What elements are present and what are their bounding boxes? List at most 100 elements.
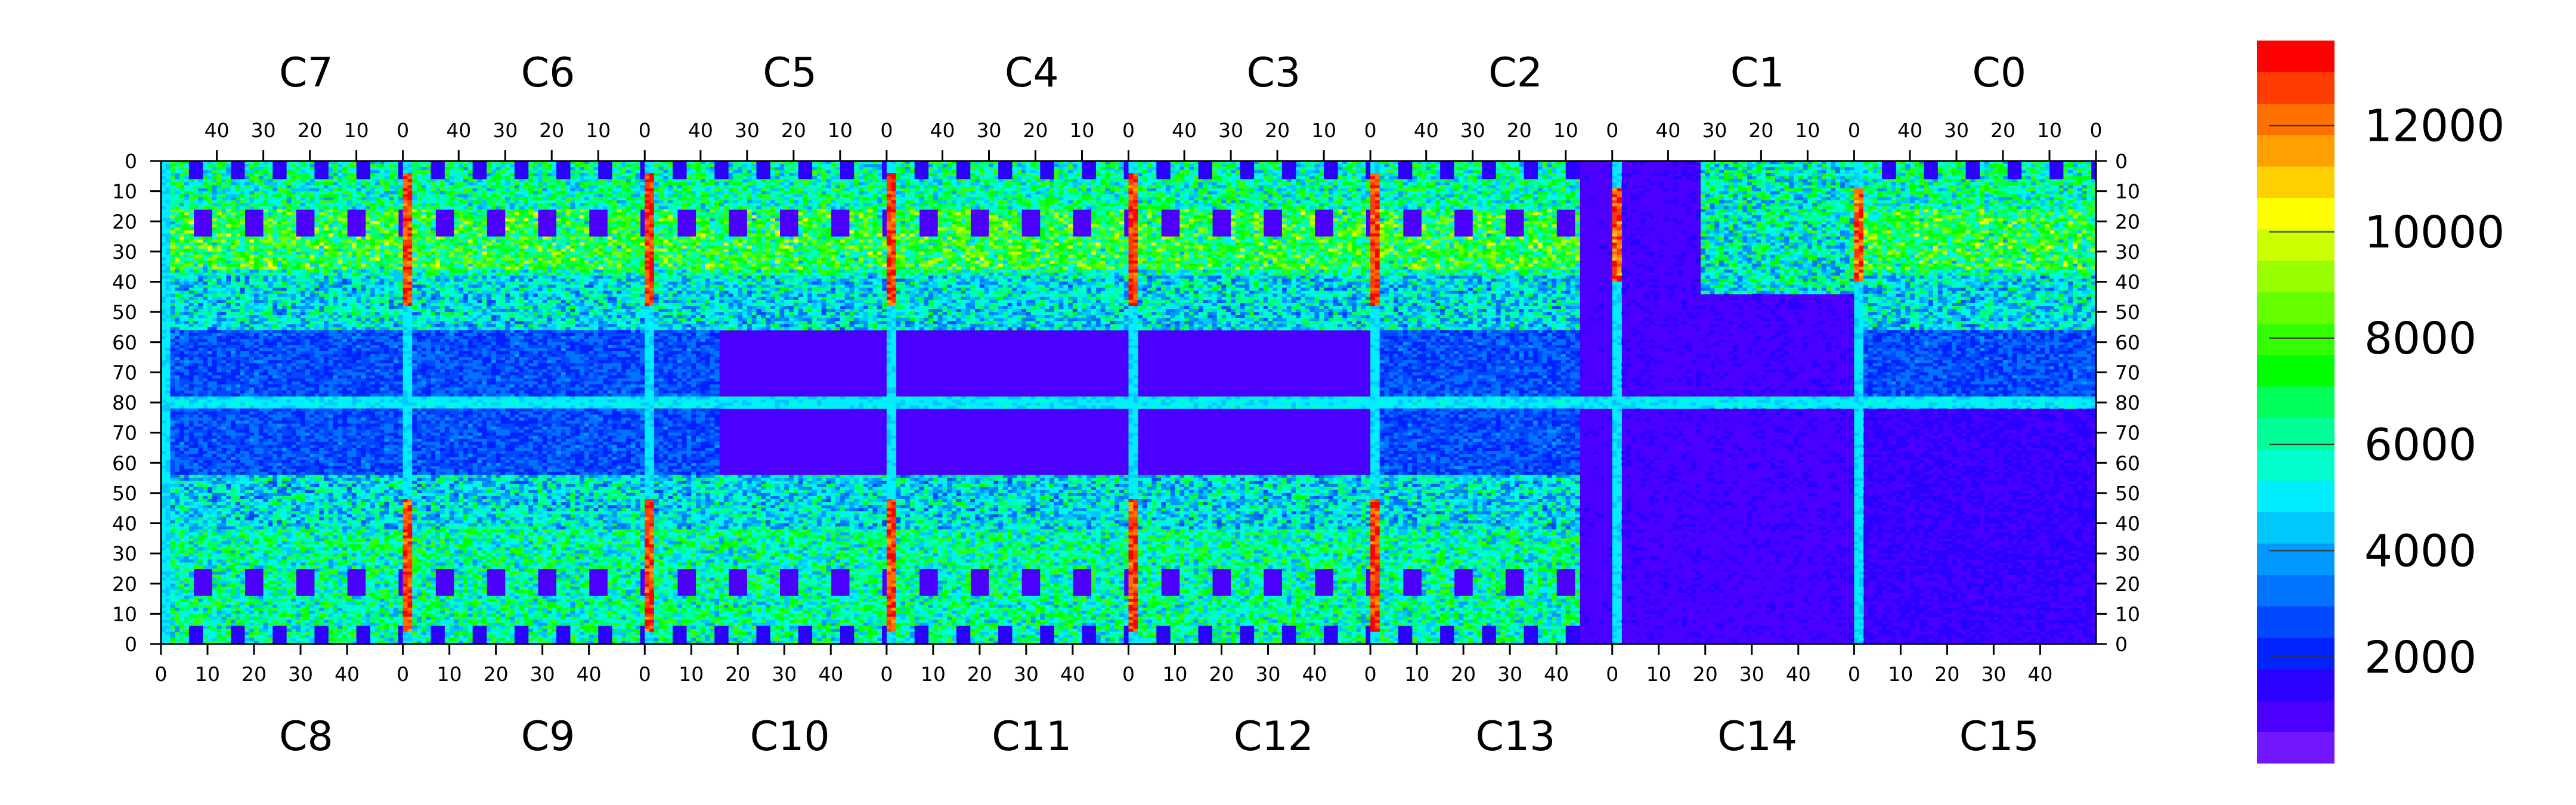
heatmap-cell: [273, 164, 277, 168]
heatmap-cell: [384, 176, 389, 179]
heatmap-cell: [775, 164, 780, 168]
heatmap-cell: [1179, 176, 1184, 179]
heatmap-cell: [580, 167, 584, 171]
heatmap-cell: [608, 167, 612, 171]
heatmap-cell: [933, 170, 938, 174]
heatmap-cell: [872, 179, 877, 182]
heatmap-cell: [877, 176, 882, 179]
heatmap-cell: [342, 167, 347, 171]
heatmap-cell: [324, 170, 329, 174]
heatmap-cell: [784, 173, 789, 177]
heatmap-cell: [431, 173, 435, 177]
heatmap-cell: [208, 173, 212, 177]
heatmap-cell: [1268, 173, 1273, 177]
heatmap-cell: [849, 176, 854, 179]
heatmap-cell: [1417, 176, 1422, 179]
heatmap-cell: [868, 176, 873, 179]
heatmap-cell: [249, 179, 254, 182]
heatmap-cell: [872, 164, 877, 168]
heatmap-cell: [649, 173, 654, 177]
heatmap-cell: [301, 176, 305, 179]
heatmap-cell: [1482, 170, 1487, 174]
heatmap-cell: [1035, 170, 1040, 174]
heatmap-cell: [1738, 170, 1742, 174]
heatmap-cell: [1226, 176, 1231, 179]
heatmap-cell: [1240, 179, 1245, 182]
heatmap-cell: [1845, 176, 1850, 179]
heatmap-cell: [915, 167, 919, 171]
heatmap-cell: [863, 179, 868, 182]
heatmap-cell: [608, 176, 612, 179]
heatmap-cell: [705, 167, 710, 171]
heatmap-cell: [1989, 164, 1994, 168]
heatmap-cell: [872, 176, 877, 179]
heatmap-cell: [770, 173, 775, 177]
heatmap-cell: [779, 176, 784, 179]
heatmap-cell: [1873, 173, 1878, 177]
heatmap-cell: [417, 176, 422, 179]
heatmap-cell: [677, 167, 682, 171]
heatmap-cell: [1812, 167, 1817, 171]
heatmap-cell: [822, 176, 826, 179]
heatmap-cell: [1710, 173, 1715, 177]
heatmap-cell: [1431, 167, 1436, 171]
heatmap-cell: [417, 173, 422, 177]
heatmap-cell: [407, 173, 412, 177]
heatmap-cell: [1877, 167, 1882, 171]
heatmap-cell: [203, 173, 208, 177]
heatmap-cell: [1571, 173, 1575, 177]
heatmap-cell: [1217, 176, 1222, 179]
heatmap-cell: [1403, 164, 1408, 168]
heatmap-cell: [287, 170, 292, 174]
heatmap-cell: [612, 179, 617, 182]
heatmap-cell: [254, 167, 259, 171]
heatmap-cell: [1422, 173, 1426, 177]
heatmap-cell: [2082, 173, 2087, 177]
heatmap-cell: [264, 176, 268, 179]
heatmap-cell: [919, 176, 924, 179]
heatmap-cell: [1947, 164, 1952, 168]
heatmap-cell: [1533, 164, 1538, 168]
heatmap-cell: [1138, 179, 1143, 182]
heatmap-cell: [1040, 176, 1045, 179]
heatmap-cell: [212, 170, 217, 174]
heatmap-cell: [1966, 167, 1971, 171]
heatmap-cell: [845, 170, 850, 174]
heatmap-cell: [1226, 164, 1231, 168]
heatmap-cell: [538, 179, 543, 182]
heatmap-cell: [1984, 176, 1989, 179]
heatmap-cell: [407, 170, 412, 174]
heatmap-cell: [682, 173, 687, 177]
heatmap-cell: [1752, 170, 1757, 174]
heatmap-cell: [710, 167, 714, 171]
heatmap-cell: [519, 170, 524, 174]
heatmap-cell: [259, 167, 264, 171]
heatmap-cell: [389, 179, 394, 182]
heatmap-cell: [1984, 164, 1989, 168]
heatmap-cell: [891, 167, 896, 171]
heatmap-cell: [1463, 173, 1468, 177]
heatmap-cell: [282, 170, 287, 174]
heatmap-cell: [1478, 170, 1482, 174]
heatmap-cell: [194, 167, 199, 171]
heatmap-cell: [1394, 176, 1398, 179]
heatmap-cell: [612, 167, 617, 171]
heatmap-cell: [617, 173, 621, 177]
heatmap-cell: [1226, 167, 1231, 171]
heatmap-cell: [1315, 167, 1320, 171]
heatmap-cell: [1412, 176, 1417, 179]
heatmap-cell: [566, 164, 571, 168]
heatmap-cell: [487, 164, 491, 168]
heatmap-cell: [1147, 167, 1152, 171]
heatmap-cell: [817, 179, 822, 182]
heatmap-cell: [1240, 176, 1245, 179]
heatmap-cell: [1352, 167, 1357, 171]
heatmap-cell: [1798, 170, 1803, 174]
heatmap-cell: [184, 170, 189, 174]
heatmap-cell: [487, 167, 491, 171]
heatmap-cell: [491, 170, 496, 174]
heatmap-cell: [440, 164, 445, 168]
heatmap-cell: [221, 170, 226, 174]
heatmap-cell: [1919, 176, 1924, 179]
heatmap-cell: [849, 170, 854, 174]
